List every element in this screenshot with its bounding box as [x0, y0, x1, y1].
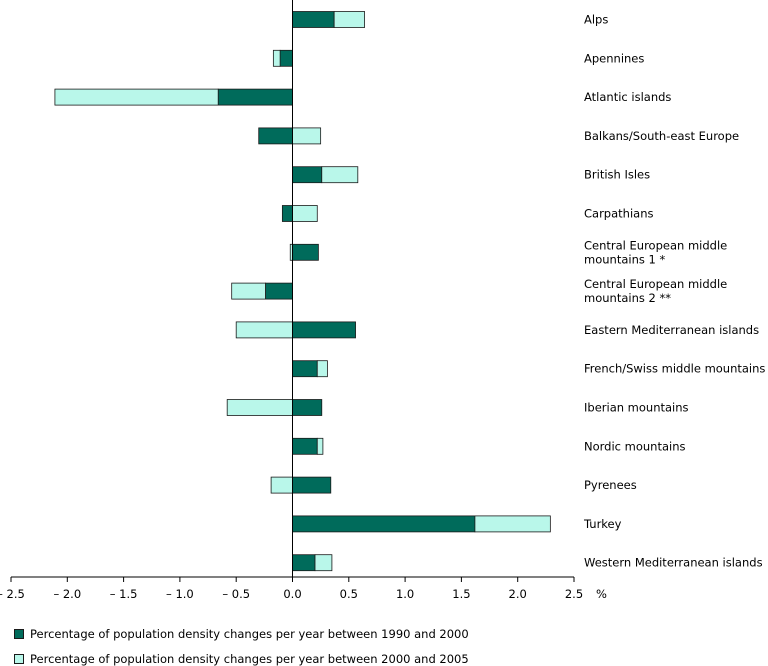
category-label-central-european-middle-mountains-2: Central European middle	[584, 277, 727, 291]
x-tick-label: 0.0	[283, 587, 301, 601]
bar-apennines-series-2	[272, 49, 281, 67]
category-label-eastern-mediterranean-islands: Eastern Mediterranean islands	[584, 323, 759, 337]
x-tick-label: 2.5	[565, 587, 583, 601]
bar-apennines-series-1	[279, 49, 293, 67]
x-tick-label: 0.5	[340, 587, 358, 601]
bar-iberian-mountains-series-1	[292, 399, 323, 416]
bar-british-isles-series-2	[321, 166, 359, 184]
legend-item-1990-2000: Percentage of population density changes…	[14, 627, 469, 641]
bar-central-european-middle-mountains-2-series-1	[265, 282, 293, 300]
category-label-central-european-middle-mountains-1: Central European middle	[584, 238, 727, 252]
bar-french-swiss-middle-mountains-series-2	[316, 360, 328, 378]
bar-eastern-mediterranean-islands-series-2	[235, 321, 293, 339]
x-tick-label: 1.0	[396, 587, 414, 601]
category-label-iberian-mountains: Iberian mountains	[584, 401, 689, 415]
bar-eastern-mediterranean-islands-series-1	[292, 321, 356, 339]
bar-carpathians-series-1	[281, 205, 293, 222]
x-tick-label: – 2.0	[53, 587, 81, 601]
x-axis-unit-label: %	[596, 587, 607, 601]
category-label-western-mediterranean-islands: Western Mediterranean islands	[584, 556, 763, 570]
category-label-balkans-south-east-europe: Balkans/South-east Europe	[584, 129, 739, 143]
category-label-turkey: Turkey	[583, 517, 622, 531]
bar-atlantic-islands-series-2	[54, 88, 219, 106]
bar-turkey-series-1	[292, 515, 476, 533]
bar-alps-series-1	[292, 11, 335, 28]
bar-nordic-mountains-series-2	[316, 437, 324, 455]
bar-atlantic-islands-series-1	[217, 88, 293, 106]
category-label-atlantic-islands: Atlantic islands	[584, 90, 671, 104]
category-label-british-isles: British Isles	[584, 168, 650, 182]
x-tick-label: 1.5	[452, 587, 470, 601]
bar-nordic-mountains-series-1	[292, 437, 318, 455]
category-label-central-european-middle-mountains-2: mountains 2 **	[584, 291, 671, 305]
bar-central-european-middle-mountains-1-series-1	[292, 243, 319, 261]
category-label-nordic-mountains: Nordic mountains	[584, 439, 685, 453]
category-labels: Alps Apennines Atlantic islands Balkans/Sou…	[583, 13, 765, 570]
bar-iberian-mountains-series-2	[226, 399, 293, 416]
legend-label-2000-2005: Percentage of population density changes…	[30, 652, 469, 666]
x-tick-label: – 1.5	[110, 587, 138, 601]
bar-carpathians-series-2	[292, 205, 318, 222]
x-tick-label: – 0.5	[222, 587, 250, 601]
bar-french-swiss-middle-mountains-series-1	[292, 360, 318, 378]
bar-western-mediterranean-islands-series-2	[314, 554, 333, 572]
x-tick-label: – 1.0	[166, 587, 194, 601]
bar-western-mediterranean-islands-series-1	[292, 554, 316, 572]
bars-group	[54, 11, 551, 572]
x-tick-label: 2.0	[509, 587, 527, 601]
category-label-alps: Alps	[584, 13, 608, 27]
category-label-pyrenees: Pyrenees	[584, 478, 637, 492]
legend-swatch-2000-2005	[14, 654, 24, 664]
category-label-french-swiss-middle-mountains: French/Swiss middle mountains	[584, 362, 765, 376]
bar-balkans-south-east-europe-series-1	[258, 127, 293, 145]
legend-item-2000-2005: Percentage of population density changes…	[14, 652, 469, 666]
bar-alps-series-2	[333, 11, 365, 28]
category-label-carpathians: Carpathians	[584, 207, 653, 221]
bar-balkans-south-east-europe-series-2	[292, 127, 322, 145]
bar-british-isles-series-1	[292, 166, 323, 184]
legend-label-1990-2000: Percentage of population density changes…	[30, 627, 469, 641]
category-label-central-european-middle-mountains-1: mountains 1 *	[584, 252, 665, 266]
legend-swatch-1990-2000	[14, 629, 24, 639]
bar-pyrenees-series-1	[292, 476, 332, 494]
x-tick-label: – 2.5	[0, 587, 25, 601]
category-label-apennines: Apennines	[584, 51, 644, 65]
bar-central-european-middle-mountains-2-series-2	[231, 282, 266, 300]
bar-turkey-series-2	[474, 515, 551, 533]
x-axis-ticks: – 2.5 – 2.0 – 1.5 – 1.0 – 0.5 0.0 0.5 1.0 1.5 2.0…	[0, 577, 583, 601]
bar-pyrenees-series-2	[270, 476, 293, 494]
